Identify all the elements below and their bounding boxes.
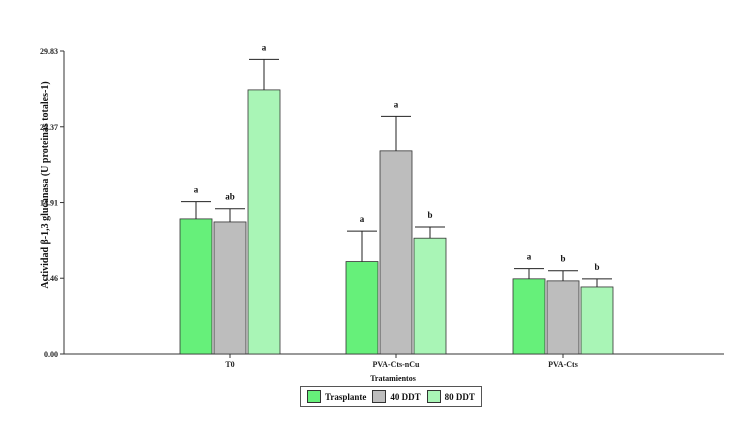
x-axis-label: Tratamientos: [370, 374, 416, 383]
significance-label: b: [594, 262, 599, 272]
bar: [213, 221, 247, 355]
legend-swatch-trasplante: [307, 390, 321, 403]
significance-label: a: [360, 214, 365, 224]
significance-label: a: [394, 99, 399, 109]
bar: [512, 278, 546, 355]
legend-label-80ddt: 80 DDT: [444, 391, 475, 402]
significance-label: ab: [225, 192, 235, 202]
bar: [247, 89, 281, 355]
y-tick-label: 7.46: [44, 274, 58, 283]
y-tick-label: 0.00: [44, 350, 58, 359]
bar: [179, 218, 213, 355]
legend-item-80ddt: 80 DDT: [426, 390, 475, 403]
x-tick-label: T0: [225, 360, 234, 369]
y-tick-label: 29.83: [40, 47, 58, 56]
chart-axes: 0.00 7.46 14.91 22.37 29.83 T0 PVA-Cts-nCu PVA-…: [40, 47, 724, 369]
legend-item-trasplante: Trasplante: [307, 390, 366, 403]
x-tick-label: PVA-Cts: [548, 360, 578, 369]
legend-swatch-80ddt: [426, 390, 441, 403]
bar: [580, 286, 614, 355]
significance-label: a: [527, 252, 532, 262]
significance-label: a: [194, 185, 199, 195]
legend-label-trasplante: Trasplante: [325, 391, 367, 402]
chart-legend: Trasplante 40 DDT 80 DDT: [300, 386, 482, 407]
y-axis-label: Actividad β-1,3 glucanasa (U proteinas t…: [40, 81, 51, 288]
legend-swatch-40ddt: [372, 390, 387, 403]
bar: [546, 280, 580, 355]
bar: [379, 150, 413, 355]
bar: [413, 237, 447, 355]
legend-item-40ddt: 40 DDT: [372, 390, 421, 403]
x-tick-label: PVA-Cts-nCu: [373, 360, 421, 369]
y-tick-label: 14.91: [40, 199, 58, 208]
significance-label: b: [427, 210, 432, 220]
significance-label: a: [262, 42, 267, 52]
y-tick-label: 22.37: [40, 123, 58, 132]
legend-label-40ddt: 40 DDT: [390, 391, 421, 402]
bar: [345, 261, 379, 355]
significance-label: b: [560, 254, 565, 264]
